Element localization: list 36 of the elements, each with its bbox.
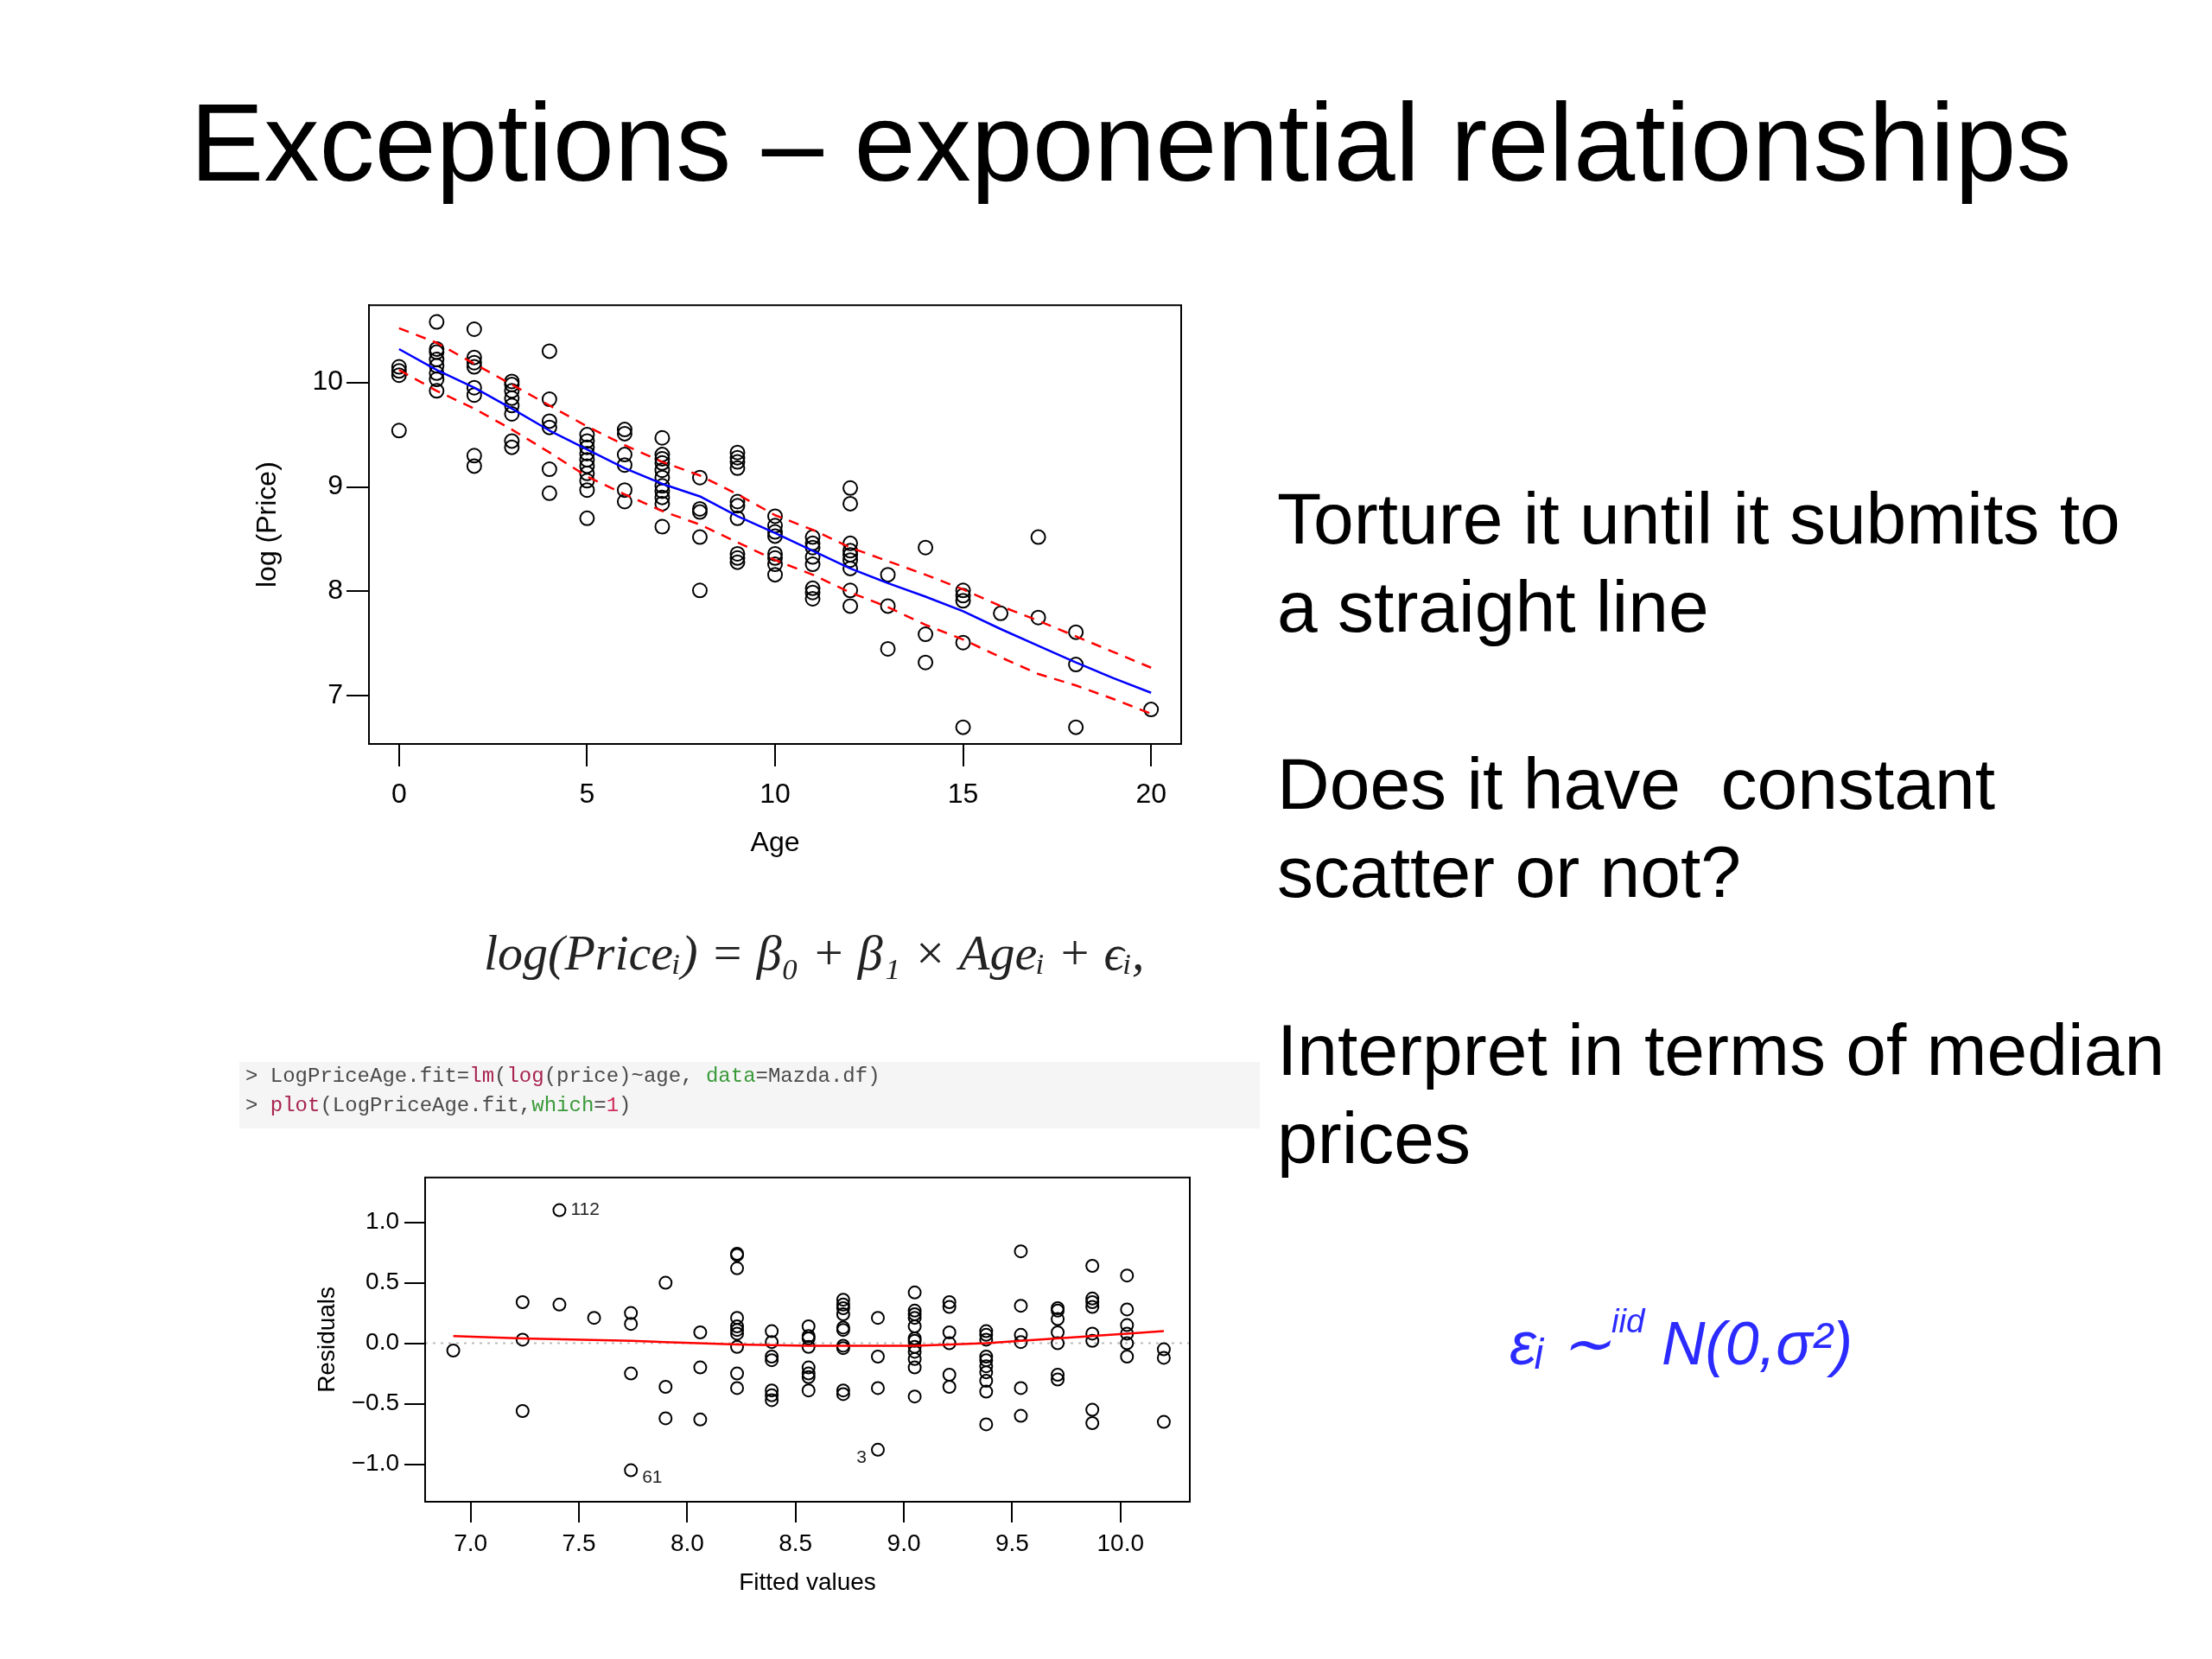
x-tick-label: 10.0 bbox=[1096, 1529, 1145, 1556]
text: > LogPriceAge.fit=lm(log(price)~age, data=Mazda.df) bbox=[245, 1064, 880, 1090]
x-tick-label: 8.5 bbox=[779, 1529, 813, 1556]
y-tick-label: −0.5 bbox=[351, 1389, 399, 1416]
text: εᵢ ∼$^{iid}$ N(0,σ²) bbox=[1510, 1302, 1853, 1377]
chart-title: Exceptions – exponential relationships bbox=[190, 80, 2072, 204]
y-axis-title: log (Price) bbox=[251, 461, 283, 588]
y-tick-label: −1.0 bbox=[351, 1449, 399, 1477]
x-tick-label: 15 bbox=[947, 778, 979, 810]
annotation: 112 bbox=[570, 1198, 600, 1219]
y-tick-label: 7 bbox=[327, 678, 343, 710]
y-tick-label: 0.0 bbox=[365, 1328, 399, 1356]
y-tick-label: 1.0 bbox=[365, 1207, 399, 1235]
annotation: 61 bbox=[642, 1466, 663, 1487]
text: Does it have constant scatter or not? bbox=[1277, 742, 1997, 914]
y-tick-label: 10 bbox=[312, 365, 343, 397]
y-tick-label: 8 bbox=[327, 574, 343, 606]
x-tick-label: 9.0 bbox=[887, 1529, 921, 1556]
y-tick-label: 9 bbox=[327, 469, 343, 501]
text: > plot(LogPriceAge.fit,which=1) bbox=[245, 1093, 632, 1119]
x-axis-title: Age bbox=[750, 825, 800, 857]
x-tick-label: 20 bbox=[1135, 778, 1166, 810]
y-axis-title: Residuals bbox=[312, 1286, 340, 1393]
text: log(Priceᵢ) = β₀ + β₁ × Ageᵢ + ϵᵢ, bbox=[484, 925, 1145, 981]
x-tick-label: 0 bbox=[391, 778, 407, 810]
x-tick-label: 8.0 bbox=[670, 1529, 704, 1556]
x-tick-label: 10 bbox=[760, 778, 791, 810]
y-tick-label: 0.5 bbox=[365, 1268, 399, 1295]
x-axis-title: Fitted values bbox=[739, 1567, 876, 1595]
x-tick-label: 7.0 bbox=[454, 1529, 488, 1556]
text: Interpret in terms of median prices bbox=[1277, 1008, 2166, 1180]
text: Torture it until it submits to a straight line bbox=[1277, 477, 2121, 649]
x-tick-label: 7.5 bbox=[562, 1529, 596, 1556]
x-tick-label: 9.5 bbox=[995, 1529, 1029, 1556]
annotation: 3 bbox=[856, 1446, 867, 1466]
x-tick-label: 5 bbox=[579, 778, 595, 810]
